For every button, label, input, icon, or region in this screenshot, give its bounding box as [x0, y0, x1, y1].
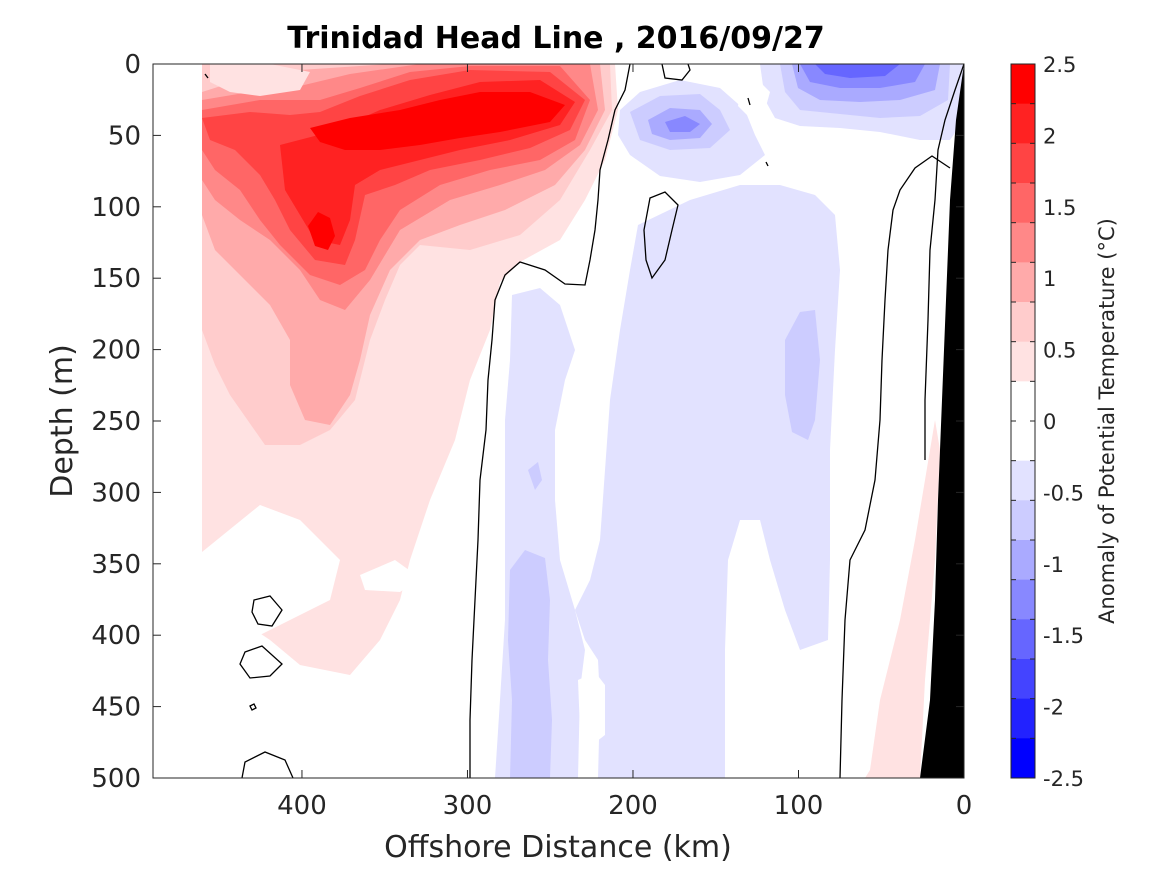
cool-patch-deep-2: [528, 462, 542, 490]
colorbar-swatch: [1011, 103, 1035, 144]
colorbar-tick-label: 2: [1043, 124, 1056, 148]
colorbar-swatch: [1011, 421, 1035, 462]
y-tick-label: 500: [91, 764, 141, 794]
y-tick-label: 350: [91, 550, 141, 580]
colorbar-tick-label: -2.5: [1043, 767, 1084, 791]
colorbar-swatch: [1011, 698, 1035, 739]
y-tick-label: 50: [108, 121, 141, 151]
x-axis-label: Offshore Distance (km): [384, 830, 732, 865]
colorbar-swatch: [1011, 738, 1035, 779]
x-axis: 400 300 200 100 0: [277, 64, 972, 821]
colorbar-tick-label: 2.5: [1043, 53, 1076, 77]
warm-lobe-core: [308, 212, 335, 250]
colorbar-frame: [1010, 63, 1036, 779]
y-axis: 0 50 100 150 200 250 300 350 400 450 500: [91, 50, 964, 794]
chart-title: Trinidad Head Line , 2016/09/27: [287, 21, 824, 56]
colorbar-tick-label: -0.5: [1043, 481, 1084, 505]
neutral-patch-west: [202, 505, 340, 640]
colorbar-swatch: [1011, 143, 1035, 184]
cool-patch-deep-1: [508, 550, 552, 778]
colorbar-swatch: [1011, 540, 1035, 581]
y-tick-label: 250: [91, 407, 141, 437]
y-tick-label: 300: [91, 478, 141, 508]
colorbar-tick-label: 1.5: [1043, 196, 1076, 220]
colorbar-swatch: [1011, 302, 1035, 343]
cool-surface-north-1.25: [815, 64, 900, 78]
colorbar-tick-label: 0.5: [1043, 339, 1076, 363]
cool-patch-mid-1: [785, 310, 820, 440]
colorbar-tick-label: -1: [1043, 553, 1064, 577]
colorbar-swatch: [1011, 222, 1035, 263]
neutral-patch-deep: [360, 560, 420, 592]
y-tick-label: 400: [91, 621, 141, 651]
neutral-break-upper: [210, 64, 310, 96]
cool-surface-1.0: [665, 116, 700, 132]
colorbar-swatch: [1011, 619, 1035, 660]
colorbar: 2.5 2 1.5 1 0.5 0 -0.5 -1 -1.5 -2 -2.5: [1010, 53, 1084, 791]
colorbar-tick-label: 1: [1043, 267, 1056, 291]
colorbar-swatch: [1011, 579, 1035, 620]
colorbar-label: Anomaly of Potential Temperature (°C): [1095, 218, 1119, 624]
cool-region-0.25-mid: [575, 185, 840, 778]
y-tick-label: 450: [91, 693, 141, 723]
plot-area: [152, 63, 965, 779]
y-tick-label: 150: [91, 264, 141, 294]
contour-fill-layer: [202, 64, 964, 778]
colorbar-swatch: [1011, 64, 1035, 105]
x-tick-label: 100: [774, 791, 824, 821]
y-tick-label: 100: [91, 193, 141, 223]
seafloor-bathymetry: [920, 64, 964, 778]
warm-patch-south: [865, 420, 940, 778]
warm-region-2.0: [310, 92, 565, 150]
zero-contour-lines: [204, 64, 964, 778]
y-axis-label: Depth (m): [45, 344, 80, 498]
colorbar-swatch: [1011, 183, 1035, 224]
neutral-hole-surface: [738, 80, 770, 116]
colorbar-tick-label: -2: [1043, 696, 1064, 720]
colorbar-swatch: [1011, 381, 1035, 422]
x-tick-label: 400: [277, 791, 327, 821]
colorbar-swatch: [1011, 460, 1035, 501]
neutral-gap-mid: [578, 672, 605, 745]
colorbar-tick-label: 0: [1043, 410, 1056, 434]
y-tick-label: 200: [91, 336, 141, 366]
colorbar-swatch: [1011, 500, 1035, 541]
x-tick-label: 300: [443, 791, 493, 821]
colorbar-swatch: [1011, 262, 1035, 303]
colorbar-swatch: [1011, 659, 1035, 700]
colorbar-tick-label: -1.5: [1043, 624, 1084, 648]
x-tick-label: 0: [956, 791, 973, 821]
x-tick-label: 200: [608, 791, 658, 821]
colorbar-swatch: [1011, 341, 1035, 382]
y-tick-label: 0: [124, 50, 141, 80]
